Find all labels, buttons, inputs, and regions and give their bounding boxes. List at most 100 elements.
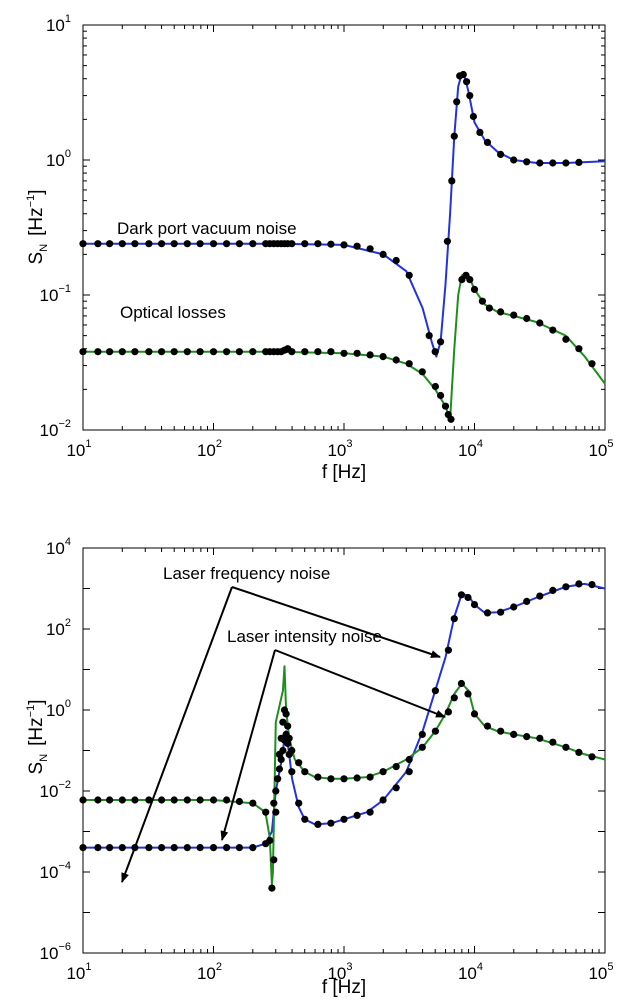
data-point	[196, 348, 204, 356]
data-point	[469, 112, 477, 121]
data-point	[223, 240, 231, 248]
bottom-axis-ticks	[82, 547, 606, 954]
data-point	[405, 768, 413, 776]
data-point	[301, 240, 309, 248]
data-point	[209, 796, 218, 804]
data-point	[94, 796, 102, 804]
y-tick-label: 100	[46, 698, 71, 720]
data-point	[425, 332, 433, 340]
bottom-plot-frame	[82, 547, 606, 954]
data-point	[353, 811, 361, 820]
data-point	[170, 844, 178, 852]
data-point	[464, 593, 472, 602]
data-point	[196, 240, 204, 248]
annotation-laser-intensity-noise: Laser intensity noise	[227, 627, 382, 646]
data-point	[183, 844, 191, 852]
data-point	[353, 242, 361, 250]
x-tick-label: 102	[197, 961, 222, 983]
data-point	[497, 727, 505, 735]
data-point	[536, 159, 544, 167]
data-point	[466, 276, 474, 284]
data-point	[453, 98, 461, 106]
data-point	[209, 844, 218, 852]
data-point	[431, 348, 439, 356]
data-point	[536, 319, 544, 327]
data-point	[145, 844, 153, 852]
data-point	[588, 753, 596, 761]
data-point	[340, 815, 348, 823]
data-point	[510, 311, 518, 319]
arrow-frequency-to-peak	[231, 586, 441, 658]
series-line-1	[83, 582, 606, 849]
y-tick-label: 10−1	[40, 283, 71, 305]
data-point	[340, 349, 348, 357]
data-point	[575, 748, 583, 757]
data-point	[437, 391, 445, 400]
data-point	[131, 348, 139, 356]
top-tick-labels: 101 102 103 104 105 10−2 10−1 100 101	[40, 13, 614, 460]
data-point	[431, 727, 439, 735]
data-point	[510, 730, 518, 739]
data-point	[470, 285, 479, 293]
data-point	[249, 844, 257, 852]
data-point	[327, 775, 335, 783]
data-point	[223, 844, 231, 852]
data-point	[536, 734, 544, 742]
data-point	[466, 92, 474, 100]
data-point	[270, 856, 278, 864]
arrow-intensity-to-flat	[220, 649, 276, 841]
data-point	[301, 348, 309, 356]
data-point	[118, 844, 126, 852]
data-point	[272, 808, 280, 816]
data-point	[457, 591, 465, 599]
x-tick-label: 101	[66, 438, 91, 460]
bottom-tick-labels: 101 102 103 104 105 10−6 10−4 10−2 100 102 104	[40, 536, 614, 983]
data-point	[275, 750, 283, 759]
data-point	[562, 583, 570, 591]
data-point	[366, 808, 374, 816]
data-point	[340, 241, 348, 249]
data-point	[575, 158, 583, 166]
annotation-dark-port-vacuum-noise: Dark port vacuum noise	[117, 219, 297, 238]
data-point	[106, 796, 114, 804]
y-tick-label: 10−4	[40, 860, 71, 882]
data-point	[170, 348, 178, 356]
data-point	[478, 297, 486, 305]
data-point	[497, 308, 505, 316]
top-series-markers	[79, 70, 596, 423]
x-tick-label: 104	[458, 961, 483, 983]
data-point	[145, 796, 153, 804]
data-point	[418, 743, 426, 751]
data-point	[575, 345, 583, 353]
data-point	[366, 245, 374, 253]
data-point	[196, 844, 204, 852]
data-point	[450, 694, 458, 702]
data-point	[275, 765, 283, 773]
data-point	[327, 348, 335, 356]
data-point	[131, 796, 139, 804]
data-point	[457, 679, 465, 688]
data-point	[366, 773, 374, 781]
data-point	[106, 348, 114, 356]
data-point	[447, 415, 455, 423]
data-point	[79, 240, 87, 248]
data-point	[448, 177, 456, 185]
data-point	[366, 351, 374, 359]
data-point	[249, 240, 257, 248]
data-point	[235, 240, 243, 248]
data-point	[405, 755, 413, 764]
data-point	[464, 690, 472, 698]
data-point	[235, 844, 243, 852]
data-point	[340, 775, 348, 783]
y-tick-label: 101	[46, 13, 71, 35]
data-point	[314, 820, 322, 829]
data-point	[588, 581, 596, 589]
data-point	[405, 360, 413, 368]
data-point	[196, 796, 204, 804]
data-point	[282, 710, 290, 718]
data-point	[549, 326, 557, 334]
data-point	[235, 348, 243, 356]
data-point	[209, 348, 218, 356]
data-point	[158, 348, 166, 356]
x-tick-label: 105	[588, 961, 613, 983]
